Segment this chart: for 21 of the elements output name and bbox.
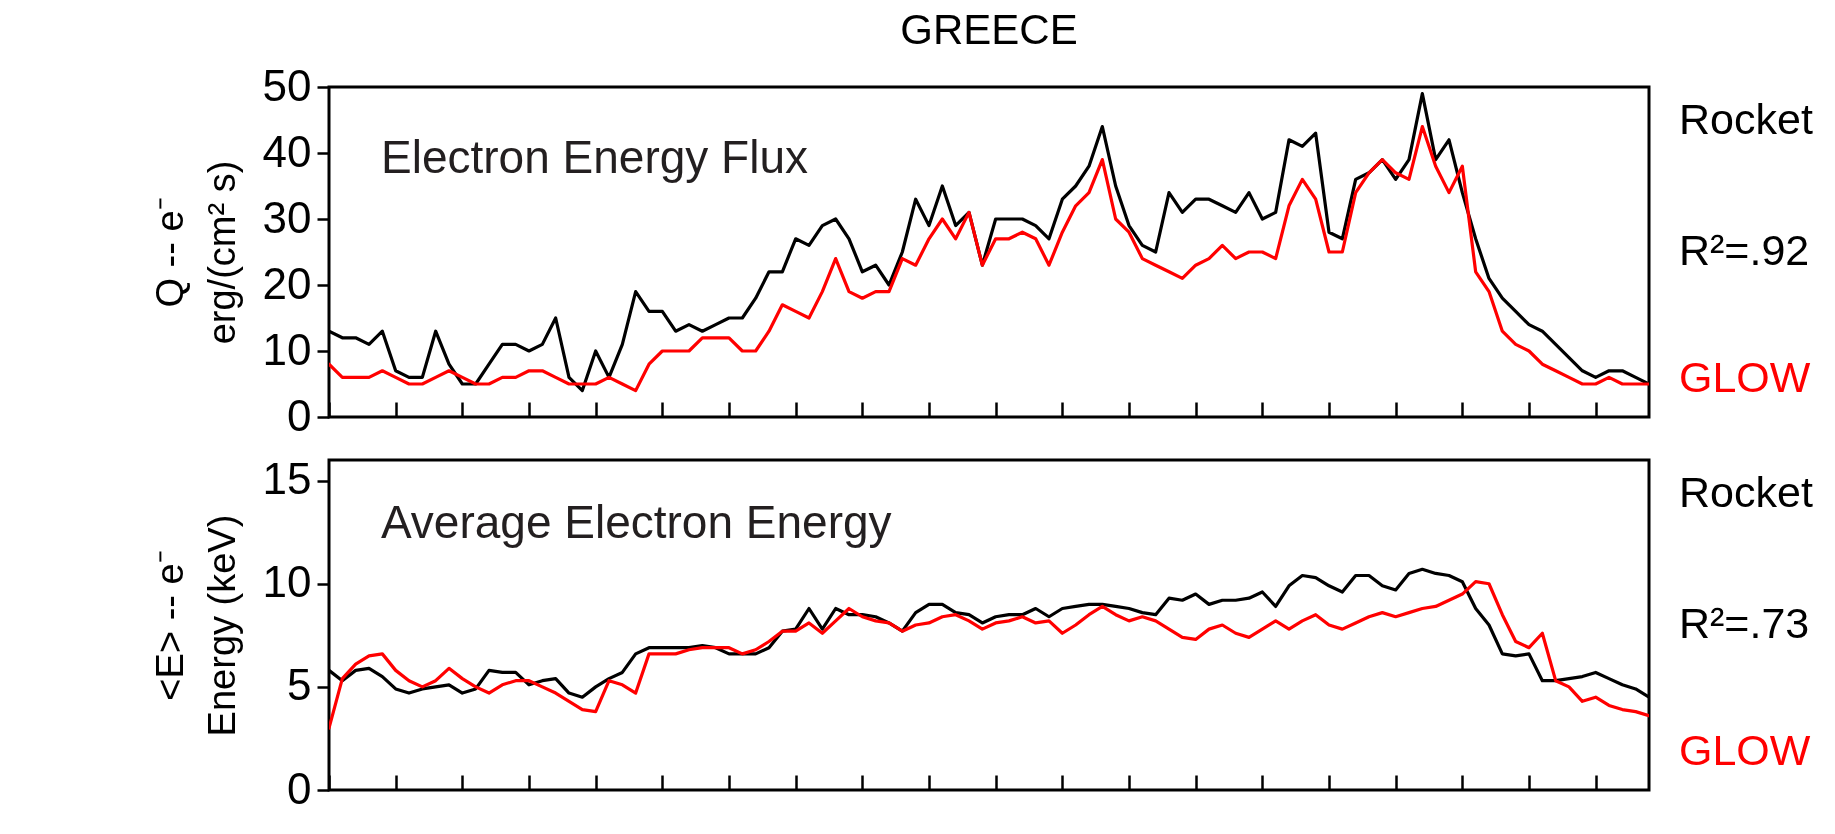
y-tick-label: 10 (262, 324, 312, 374)
y-tick-label: 5 (287, 660, 312, 710)
text: Average Electron Energy (381, 496, 892, 548)
text: Rocket (1679, 95, 1813, 143)
text: Rocket (1679, 468, 1813, 516)
y-tick-label: 50 (262, 60, 312, 110)
series-label: GLOW (1679, 726, 1811, 774)
y-tick-label: 0 (287, 390, 312, 440)
y-tick-label: 10 (262, 557, 312, 607)
y-tick-label: 0 (287, 763, 312, 813)
y-tick-label: 30 (262, 192, 312, 242)
text: Electron Energy Flux (381, 131, 808, 183)
y-axis-title: Q -- e⁻ erg/(cm² s) (148, 160, 243, 345)
text: R²=.73 (1679, 599, 1810, 647)
chart-title: GREECE (900, 6, 1078, 53)
y-tick-label: 15 (262, 454, 312, 504)
y-axis-title: <E> -- e⁻ Energy (keV) (148, 514, 243, 737)
series-label: GLOW (1679, 353, 1811, 401)
y-tick-label: 20 (262, 258, 312, 308)
text: R²=.92 (1679, 226, 1810, 274)
y-tick-label: 40 (262, 126, 312, 176)
